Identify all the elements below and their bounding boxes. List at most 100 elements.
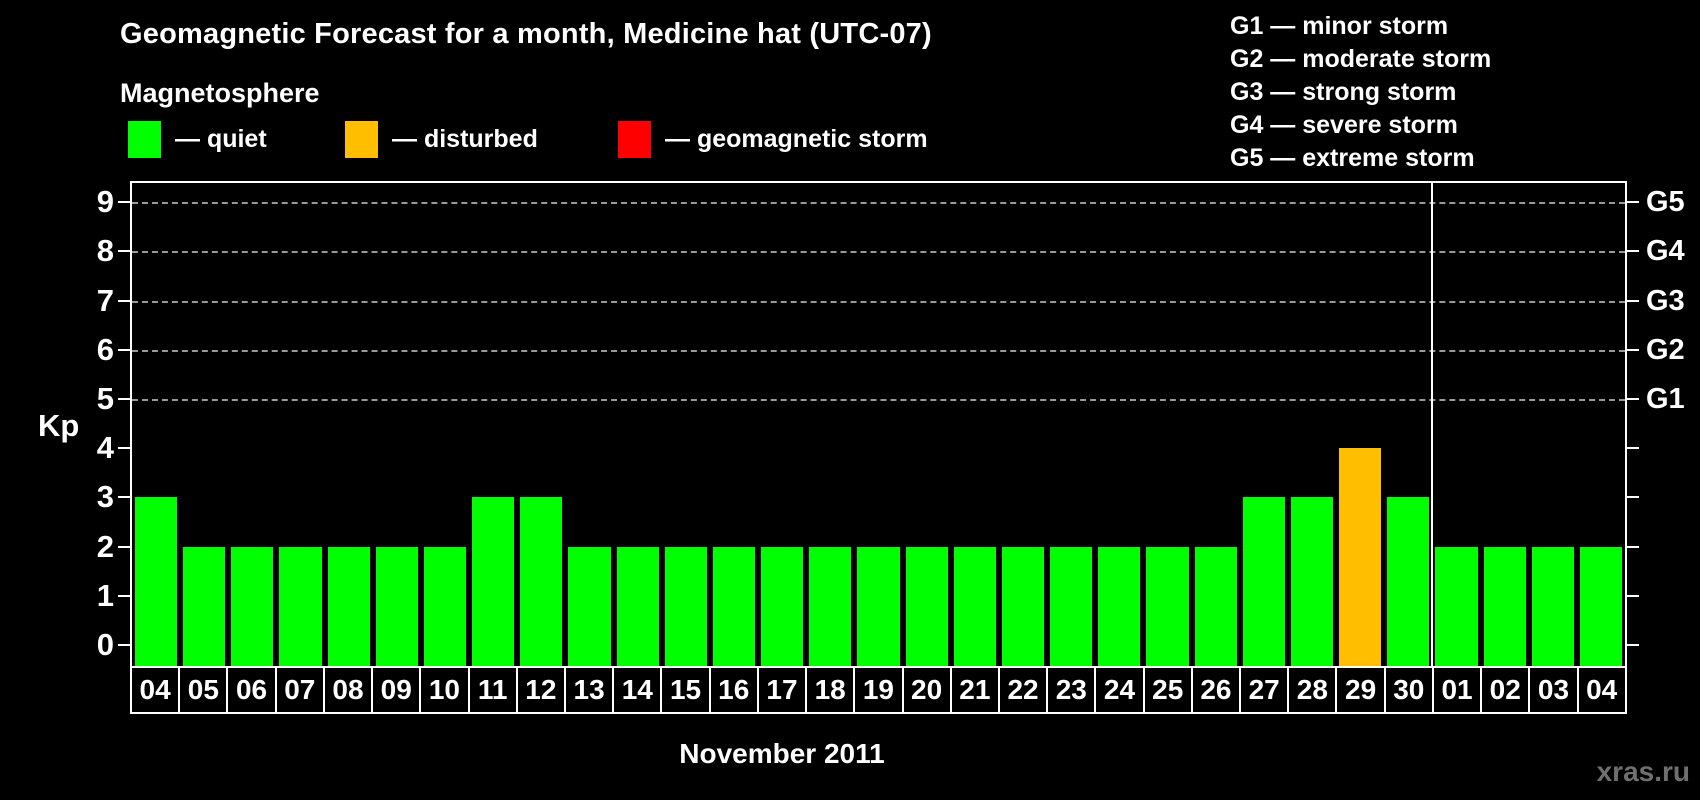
plot-area (130, 181, 1627, 668)
kp-bar-day-06 (231, 546, 274, 666)
kp-bar-day-02 (1483, 546, 1526, 666)
y-axis-tick-label: 0 (96, 627, 114, 662)
right-axis-tick (1627, 545, 1639, 548)
right-axis-tick (1627, 201, 1639, 204)
right-axis-tick (1627, 447, 1639, 450)
kp-bar-day-18 (809, 546, 852, 666)
disturbed-color-swatch (345, 120, 378, 158)
y-axis-tick-label: 1 (96, 577, 114, 613)
y-axis-tick-label: 2 (96, 528, 114, 564)
day-label-cell: 04 (132, 668, 181, 712)
day-label-cell: 08 (325, 668, 374, 712)
x-axis-day-labels: 04 05 06 07 08 09 10 11 12 13 14 15 16 17 18 19 20 21 22 23… (130, 666, 1627, 714)
day-label-cell: 19 (855, 668, 904, 712)
right-axis-tick (1627, 594, 1639, 597)
left-axis-tick (118, 299, 130, 302)
legend-item-label: — disturbed (392, 124, 538, 153)
kp-bar-day-14 (616, 546, 659, 666)
kp-bar-day-30 (1387, 497, 1430, 666)
day-label-cell: 03 (1530, 668, 1579, 712)
y-axis-tick-label: 8 (96, 233, 114, 269)
storm-scale-item-g3: G3 — strong storm (1230, 78, 1457, 106)
y-axis-tick-label: 9 (96, 184, 114, 220)
kp-bar-day-23 (1050, 546, 1093, 666)
kp-bar-day-04 (135, 497, 178, 666)
day-label-cell: 24 (1096, 668, 1145, 712)
kp-bar-day-07 (279, 546, 322, 666)
kp-bar-day-13 (568, 546, 611, 666)
month-separator-line (1431, 183, 1434, 666)
kp-bar-day-05 (183, 546, 226, 666)
day-label-cell: 27 (1241, 668, 1290, 712)
kp-bar-day-03 (1531, 546, 1574, 666)
left-axis-tick (118, 250, 130, 253)
day-label-cell: 10 (421, 668, 470, 712)
left-axis-tick (118, 201, 130, 204)
legend-item-storm: — geomagnetic storm (618, 120, 928, 158)
storm-scale-item-g5: G5 — extreme storm (1230, 144, 1475, 172)
chart-title: Geomagnetic Forecast for a month, Medici… (120, 18, 932, 50)
day-label-cell: 12 (518, 668, 566, 712)
day-label-cell: 20 (904, 668, 952, 712)
kp-bar-day-27 (1242, 497, 1285, 666)
right-axis-label-g4: G4 (1646, 235, 1685, 268)
legend-item-label: — quiet (175, 124, 267, 153)
watermark: xras.ru (1596, 756, 1690, 787)
right-axis-tick (1627, 398, 1639, 400)
storm-scale-item-g1: G1 — minor storm (1230, 12, 1449, 40)
x-axis-title: November 2011 (679, 738, 885, 769)
right-axis-label-g1: G1 (1646, 383, 1685, 415)
storm-scale-item-g4: G4 — severe storm (1230, 111, 1458, 139)
right-axis-tick (1627, 644, 1639, 646)
right-axis-label-g2: G2 (1646, 333, 1685, 366)
day-label-cell: 02 (1482, 668, 1531, 712)
day-label-cell: 22 (1000, 668, 1049, 712)
day-label-cell: 05 (180, 668, 229, 712)
left-axis-tick (118, 496, 130, 499)
kp-bar-day-19 (857, 546, 900, 666)
quiet-color-swatch (128, 120, 161, 158)
day-label-cell: 09 (373, 668, 422, 712)
legend-heading: Magnetosphere (120, 78, 320, 108)
left-axis-tick (118, 398, 130, 400)
left-axis-tick (118, 447, 130, 450)
kp-bar-day-21 (953, 546, 996, 666)
y-axis-tick-label: 7 (96, 282, 114, 318)
day-label-cell: 14 (614, 668, 663, 712)
legend-item-quiet: — quiet (128, 120, 267, 158)
right-axis-label-g5: G5 (1646, 186, 1685, 219)
day-label-cell: 01 (1434, 668, 1483, 712)
day-label-cell: 26 (1193, 668, 1242, 712)
kp-bar-day-22 (1001, 546, 1045, 666)
day-label-cell: 11 (470, 668, 518, 712)
y-axis-tick-label: 4 (96, 430, 114, 466)
kp-bar-day-10 (423, 546, 467, 666)
kp-bar-day-24 (1098, 546, 1141, 666)
day-label-cell: 04 (1586, 674, 1618, 705)
day-label-cell: 25 (1145, 668, 1193, 712)
gridline-kp9 (132, 202, 1625, 205)
storm-scale-legend: G1 — minor storm G2 — moderate storm G3 … (1230, 10, 1491, 175)
y-axis-title: Kp (38, 408, 80, 443)
storm-color-swatch (618, 120, 651, 158)
kp-bar-day-26 (1194, 546, 1237, 666)
kp-bar-day-09 (375, 546, 418, 666)
kp-bar-day-16 (712, 546, 756, 666)
day-label-cell: 13 (566, 668, 615, 712)
gridline-kp5 (132, 399, 1625, 401)
left-axis-tick (118, 644, 130, 646)
day-label-cell: 06 (228, 668, 277, 712)
right-axis-tick (1627, 299, 1639, 302)
kp-bar-day-20 (905, 546, 948, 666)
day-label-cell: 17 (759, 668, 808, 712)
left-axis-tick (118, 545, 130, 548)
right-axis-tick (1627, 496, 1639, 499)
y-axis-tick-label: 3 (96, 479, 114, 515)
day-label-cell: 23 (1048, 668, 1097, 712)
kp-bar-day-11 (472, 497, 515, 666)
kp-bar-day-15 (664, 546, 707, 666)
kp-bar-day-17 (761, 546, 804, 666)
kp-bar-day-29 (1339, 448, 1382, 666)
day-label-cell: 16 (711, 668, 759, 712)
